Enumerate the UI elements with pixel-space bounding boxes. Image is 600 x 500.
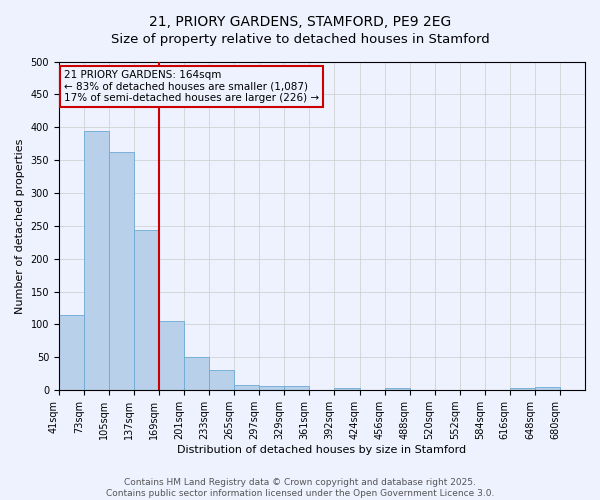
- Bar: [184, 358, 209, 390]
- Text: Contains HM Land Registry data © Crown copyright and database right 2025.
Contai: Contains HM Land Registry data © Crown c…: [106, 478, 494, 498]
- Bar: [209, 370, 234, 390]
- Bar: [259, 386, 284, 390]
- Bar: [385, 388, 410, 390]
- Text: 21, PRIORY GARDENS, STAMFORD, PE9 2EG: 21, PRIORY GARDENS, STAMFORD, PE9 2EG: [149, 15, 451, 29]
- Bar: [159, 321, 184, 390]
- Bar: [134, 230, 159, 390]
- Bar: [234, 385, 259, 390]
- Bar: [84, 130, 109, 390]
- Text: 21 PRIORY GARDENS: 164sqm
← 83% of detached houses are smaller (1,087)
17% of se: 21 PRIORY GARDENS: 164sqm ← 83% of detac…: [64, 70, 319, 103]
- Bar: [284, 386, 310, 390]
- Bar: [334, 388, 359, 390]
- Text: Size of property relative to detached houses in Stamford: Size of property relative to detached ho…: [110, 32, 490, 46]
- Y-axis label: Number of detached properties: Number of detached properties: [15, 138, 25, 314]
- Bar: [59, 314, 84, 390]
- Bar: [535, 387, 560, 390]
- Bar: [109, 152, 134, 390]
- X-axis label: Distribution of detached houses by size in Stamford: Distribution of detached houses by size …: [178, 445, 467, 455]
- Bar: [510, 388, 535, 390]
